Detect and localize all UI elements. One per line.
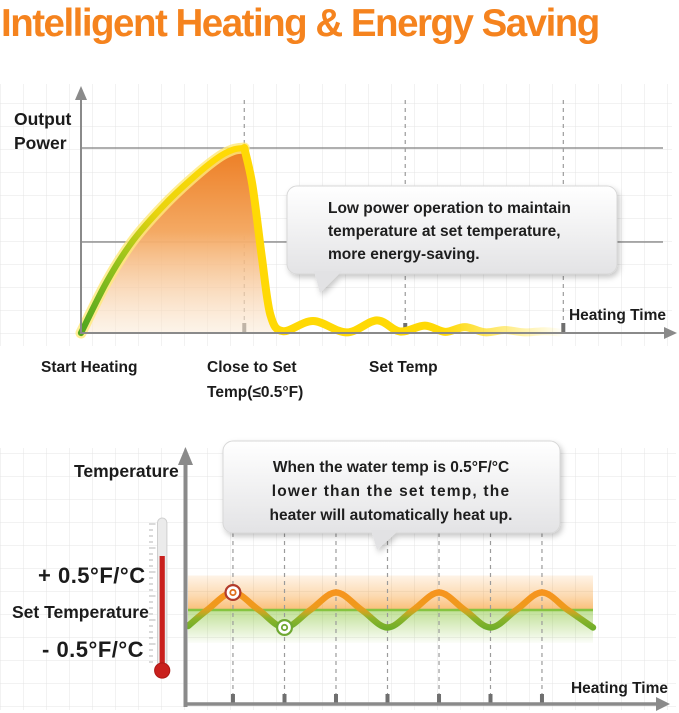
temperature-chart: When the water temp is 0.5°F/°C lower th… [0, 440, 676, 711]
temperature-wave [184, 589, 597, 631]
y-axis [75, 86, 87, 334]
speech-bubble-temperature [222, 440, 561, 550]
x-axis-arrow-icon [664, 327, 677, 339]
tick-label-set-temp: Set Temp [369, 359, 438, 376]
bubble-temp-line1: When the water temp is 0.5°F/°C [273, 459, 509, 476]
y-axis-label: Temperature [74, 461, 179, 481]
set-temperature-label: Set Temperature [12, 602, 149, 622]
y-axis-arrow-icon [75, 86, 87, 100]
speech-bubble-power [286, 185, 618, 293]
wave-extrema-markers [224, 584, 294, 637]
x-axis-arrow-icon [656, 697, 670, 711]
y-axis-arrow-icon [178, 447, 193, 465]
upper-band-label: + 0.5°F/°C [38, 563, 146, 588]
y-axis [178, 447, 193, 707]
bubble-temp-line2: lower than the set temp, the [272, 483, 511, 500]
y-axis-label-line1: Output [14, 109, 72, 129]
tick-label-start-heating: Start Heating [41, 359, 137, 376]
thermometer-icon [149, 517, 171, 679]
power-curve-fill [81, 145, 284, 333]
speech-bubble-tail [314, 271, 342, 293]
speech-bubble-tail [371, 530, 399, 550]
thermometer-scale-ticks [149, 523, 156, 663]
bubble-power-line3: more energy-saving. [328, 246, 480, 263]
tick-label-close-to-set-line1: Close to Set [207, 359, 297, 376]
x-axis [81, 327, 677, 339]
x-axis [183, 697, 670, 711]
power-rise-curve [77, 144, 248, 337]
lower-band-label: - 0.5°F/°C [42, 637, 144, 662]
page-title: Intelligent Heating & Energy Saving [1, 2, 600, 45]
tick-label-close-to-set-line2: Temp(≤0.5°F) [207, 384, 303, 401]
bubble-power-line1: Low power operation to maintain [328, 200, 571, 217]
extrema-dashed-lines [230, 533, 544, 704]
x-axis-label: Heating Time [571, 680, 668, 697]
bubble-power-line2: temperature at set temperature, [328, 223, 561, 240]
y-axis-label-line2: Power [14, 133, 67, 153]
power-fall-curve [240, 144, 564, 337]
output-power-chart: Low power operation to maintain temperat… [0, 84, 677, 401]
x-axis-label: Heating Time [569, 307, 666, 324]
bubble-temp-line3: heater will automatically heat up. [270, 507, 513, 524]
